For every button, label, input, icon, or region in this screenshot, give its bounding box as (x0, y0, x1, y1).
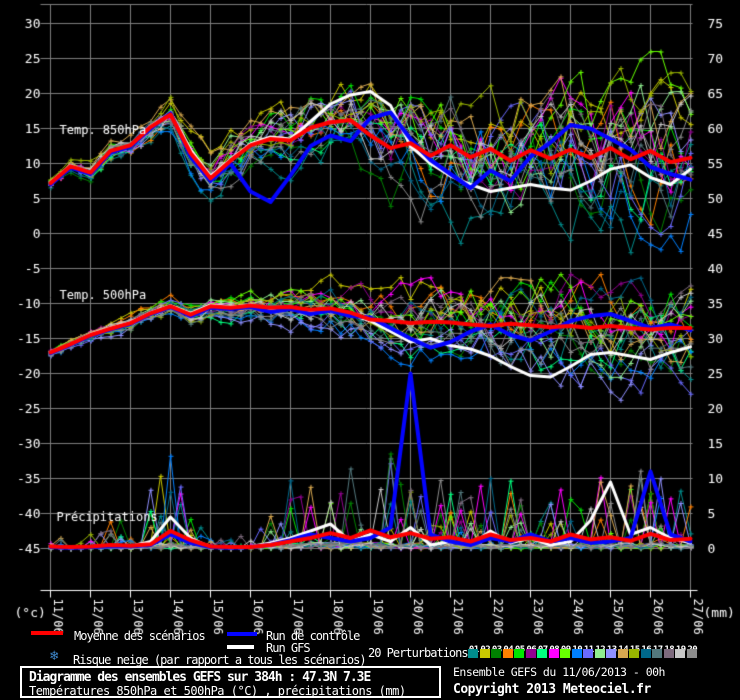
control-run-label: Run de contrôle (266, 629, 360, 643)
perturbations-count-label: 20 Perturbations (368, 646, 469, 660)
perturbation-swatch (560, 649, 570, 658)
gfs-run-swatch (227, 645, 254, 649)
perturbation-swatch (686, 649, 697, 658)
perturbation-swatch (514, 649, 524, 658)
perturbation-swatch (675, 649, 685, 658)
perturbation-swatch (617, 649, 628, 658)
copyright-label: Copyright 2013 Meteociel.fr (453, 682, 651, 697)
perturbation-swatch (594, 649, 605, 658)
gfs-run-label: Run GFS (266, 641, 311, 655)
perturbation-swatch (537, 649, 547, 658)
perturbation-swatch (479, 649, 490, 658)
perturbation-swatch (502, 649, 513, 658)
mean-line-label: Moyenne des scénarios (74, 629, 206, 643)
perturbation-swatch (640, 649, 651, 658)
perturbation-swatch (663, 649, 674, 658)
mean-line-swatch (31, 631, 63, 635)
perturbation-swatch (525, 649, 536, 658)
snow-risk-label: Risque neige (par rapport a tous les scé… (73, 653, 367, 667)
chart-title: Diagramme des ensembles GEFS sur 384h : … (29, 670, 371, 685)
run-info-label: Ensemble GEFS du 11/06/2013 - 00h (453, 665, 665, 679)
perturbation-swatch (468, 649, 478, 658)
chart-info-box: Diagramme des ensembles GEFS sur 384h : … (20, 666, 441, 698)
chart-subtitle: Températures 850hPa et 500hPa (°C) , pré… (29, 684, 406, 698)
perturbation-swatch (491, 649, 501, 658)
perturbation-swatch (571, 649, 582, 658)
snowflake-icon: ❄ (50, 648, 59, 664)
perturbation-swatch (629, 649, 639, 658)
perturbation-swatch (548, 649, 559, 658)
control-run-swatch (227, 632, 257, 636)
perturbation-swatch (606, 649, 616, 658)
perturbation-swatch (583, 649, 593, 658)
perturbation-swatches-row (468, 649, 698, 658)
perturbation-swatch (652, 649, 662, 658)
